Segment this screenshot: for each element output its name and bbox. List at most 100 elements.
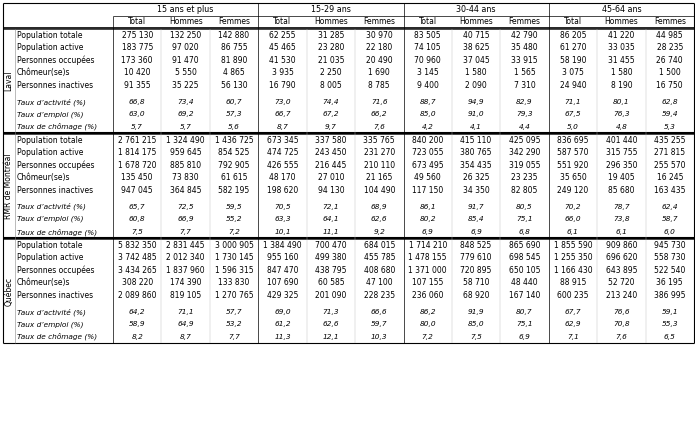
Text: 83 505: 83 505 bbox=[414, 31, 441, 40]
Text: 85,0: 85,0 bbox=[419, 111, 436, 117]
Text: 1 596 315: 1 596 315 bbox=[215, 266, 254, 275]
Text: 1 730 145: 1 730 145 bbox=[215, 253, 254, 262]
Text: 249 120: 249 120 bbox=[557, 186, 589, 195]
Text: 62,8: 62,8 bbox=[662, 99, 678, 105]
Text: 68,9: 68,9 bbox=[371, 204, 388, 210]
Text: 132 250: 132 250 bbox=[170, 31, 202, 40]
Text: 64,9: 64,9 bbox=[177, 321, 194, 327]
Text: 60,7: 60,7 bbox=[226, 99, 243, 105]
Text: Taux de chômage (%): Taux de chômage (%) bbox=[17, 333, 97, 340]
Text: Personnes occupées: Personnes occupées bbox=[17, 265, 95, 275]
Text: 582 195: 582 195 bbox=[218, 186, 250, 195]
Text: 65,7: 65,7 bbox=[129, 204, 145, 210]
Text: 35 225: 35 225 bbox=[172, 81, 199, 90]
Text: 86 755: 86 755 bbox=[221, 43, 247, 52]
Text: 15-29 ans: 15-29 ans bbox=[311, 5, 351, 14]
Text: 865 690: 865 690 bbox=[509, 241, 540, 250]
Text: 1 580: 1 580 bbox=[466, 68, 487, 77]
Text: 85,4: 85,4 bbox=[468, 216, 484, 222]
Text: 847 470: 847 470 bbox=[267, 266, 298, 275]
Text: 1 580: 1 580 bbox=[611, 68, 632, 77]
Text: 88 915: 88 915 bbox=[559, 278, 586, 287]
Text: 72,1: 72,1 bbox=[322, 204, 339, 210]
Text: 38 625: 38 625 bbox=[463, 43, 489, 52]
Text: Population active: Population active bbox=[17, 148, 83, 157]
Text: Chômeur(se)s: Chômeur(se)s bbox=[17, 173, 70, 182]
Text: 231 270: 231 270 bbox=[363, 148, 395, 157]
Text: 499 380: 499 380 bbox=[315, 253, 347, 262]
Text: 723 055: 723 055 bbox=[412, 148, 443, 157]
Text: 945 730: 945 730 bbox=[654, 241, 685, 250]
Text: 947 045: 947 045 bbox=[122, 186, 153, 195]
Text: 66,2: 66,2 bbox=[371, 111, 388, 117]
Text: 69,0: 69,0 bbox=[274, 309, 291, 315]
Text: 337 580: 337 580 bbox=[315, 136, 347, 145]
Text: 62,6: 62,6 bbox=[322, 321, 339, 327]
Text: Femmes: Femmes bbox=[654, 17, 686, 26]
Text: 4,4: 4,4 bbox=[518, 124, 530, 130]
Text: 33 915: 33 915 bbox=[512, 56, 538, 65]
Text: 9,7: 9,7 bbox=[325, 124, 337, 130]
Text: 700 470: 700 470 bbox=[315, 241, 347, 250]
Text: 67,7: 67,7 bbox=[564, 309, 581, 315]
Text: 183 775: 183 775 bbox=[122, 43, 153, 52]
Text: 198 620: 198 620 bbox=[267, 186, 298, 195]
Text: 45 465: 45 465 bbox=[269, 43, 296, 52]
Text: Taux d’activité (%): Taux d’activité (%) bbox=[17, 308, 86, 315]
Text: 26 740: 26 740 bbox=[657, 56, 683, 65]
Text: 1 855 590: 1 855 590 bbox=[554, 241, 592, 250]
Text: 8,2: 8,2 bbox=[131, 334, 143, 340]
Text: 97 020: 97 020 bbox=[172, 43, 199, 52]
Text: 7,6: 7,6 bbox=[616, 334, 628, 340]
Text: 354 435: 354 435 bbox=[460, 161, 492, 170]
Text: 63,3: 63,3 bbox=[274, 216, 291, 222]
Text: 59,4: 59,4 bbox=[662, 111, 678, 117]
Text: 80,7: 80,7 bbox=[516, 309, 533, 315]
Text: 1 324 490: 1 324 490 bbox=[166, 136, 205, 145]
Text: 71,1: 71,1 bbox=[564, 99, 581, 105]
Text: 7,7: 7,7 bbox=[180, 229, 192, 235]
Text: 8,7: 8,7 bbox=[180, 334, 192, 340]
Text: Femmes: Femmes bbox=[509, 17, 541, 26]
Text: 438 795: 438 795 bbox=[315, 266, 347, 275]
Text: 72,5: 72,5 bbox=[177, 204, 194, 210]
Text: 37 045: 37 045 bbox=[463, 56, 489, 65]
Text: 73,4: 73,4 bbox=[177, 99, 194, 105]
Text: 4,1: 4,1 bbox=[471, 124, 482, 130]
Text: 173 360: 173 360 bbox=[122, 56, 153, 65]
Text: 80,5: 80,5 bbox=[516, 204, 533, 210]
Text: 2 012 340: 2 012 340 bbox=[166, 253, 205, 262]
Text: 49 560: 49 560 bbox=[414, 173, 441, 182]
Text: 3 935: 3 935 bbox=[272, 68, 293, 77]
Text: 848 525: 848 525 bbox=[461, 241, 492, 250]
Text: 142 880: 142 880 bbox=[218, 31, 250, 40]
Text: 1 166 430: 1 166 430 bbox=[554, 266, 592, 275]
Text: 408 680: 408 680 bbox=[363, 266, 395, 275]
Text: 5,7: 5,7 bbox=[131, 124, 143, 130]
Text: 4,2: 4,2 bbox=[422, 124, 434, 130]
Text: 82 805: 82 805 bbox=[512, 186, 538, 195]
Text: 792 905: 792 905 bbox=[218, 161, 250, 170]
Text: 11,1: 11,1 bbox=[322, 229, 339, 235]
Text: 5 550: 5 550 bbox=[174, 68, 197, 77]
Text: 1 384 490: 1 384 490 bbox=[263, 241, 302, 250]
Text: 21 035: 21 035 bbox=[318, 56, 344, 65]
Text: 58,9: 58,9 bbox=[129, 321, 145, 327]
Text: 88,7: 88,7 bbox=[419, 99, 436, 105]
Text: 91,7: 91,7 bbox=[468, 204, 484, 210]
Text: 650 105: 650 105 bbox=[509, 266, 540, 275]
Text: Personnes occupées: Personnes occupées bbox=[17, 56, 95, 65]
Text: 75,1: 75,1 bbox=[516, 216, 533, 222]
Text: 52 720: 52 720 bbox=[608, 278, 635, 287]
Text: Taux d’emploi (%): Taux d’emploi (%) bbox=[17, 111, 83, 117]
Text: 33 035: 33 035 bbox=[608, 43, 635, 52]
Text: 78,7: 78,7 bbox=[613, 204, 630, 210]
Text: 10,3: 10,3 bbox=[371, 334, 388, 340]
Text: 429 325: 429 325 bbox=[267, 291, 298, 300]
Text: 1 436 725: 1 436 725 bbox=[215, 136, 254, 145]
Text: RMR de Montréal: RMR de Montréal bbox=[4, 153, 13, 219]
Text: 94 130: 94 130 bbox=[318, 186, 344, 195]
Text: 30 970: 30 970 bbox=[366, 31, 393, 40]
Text: 55,3: 55,3 bbox=[662, 321, 678, 327]
Text: 2 089 860: 2 089 860 bbox=[118, 291, 156, 300]
